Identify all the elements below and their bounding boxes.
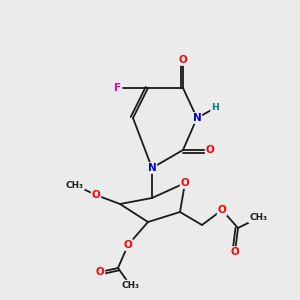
Text: CH₃: CH₃ <box>121 280 139 290</box>
Text: O: O <box>218 205 226 215</box>
Text: O: O <box>231 247 239 257</box>
Text: H: H <box>211 103 219 112</box>
Text: O: O <box>124 240 132 250</box>
Text: O: O <box>178 55 188 65</box>
Text: N: N <box>193 113 201 123</box>
Text: O: O <box>92 190 100 200</box>
Text: CH₃: CH₃ <box>249 214 267 223</box>
Text: O: O <box>181 178 189 188</box>
Text: F: F <box>114 83 122 93</box>
Text: CH₃: CH₃ <box>66 181 84 190</box>
Text: N: N <box>148 163 156 173</box>
Text: O: O <box>96 267 104 277</box>
Text: O: O <box>206 145 214 155</box>
